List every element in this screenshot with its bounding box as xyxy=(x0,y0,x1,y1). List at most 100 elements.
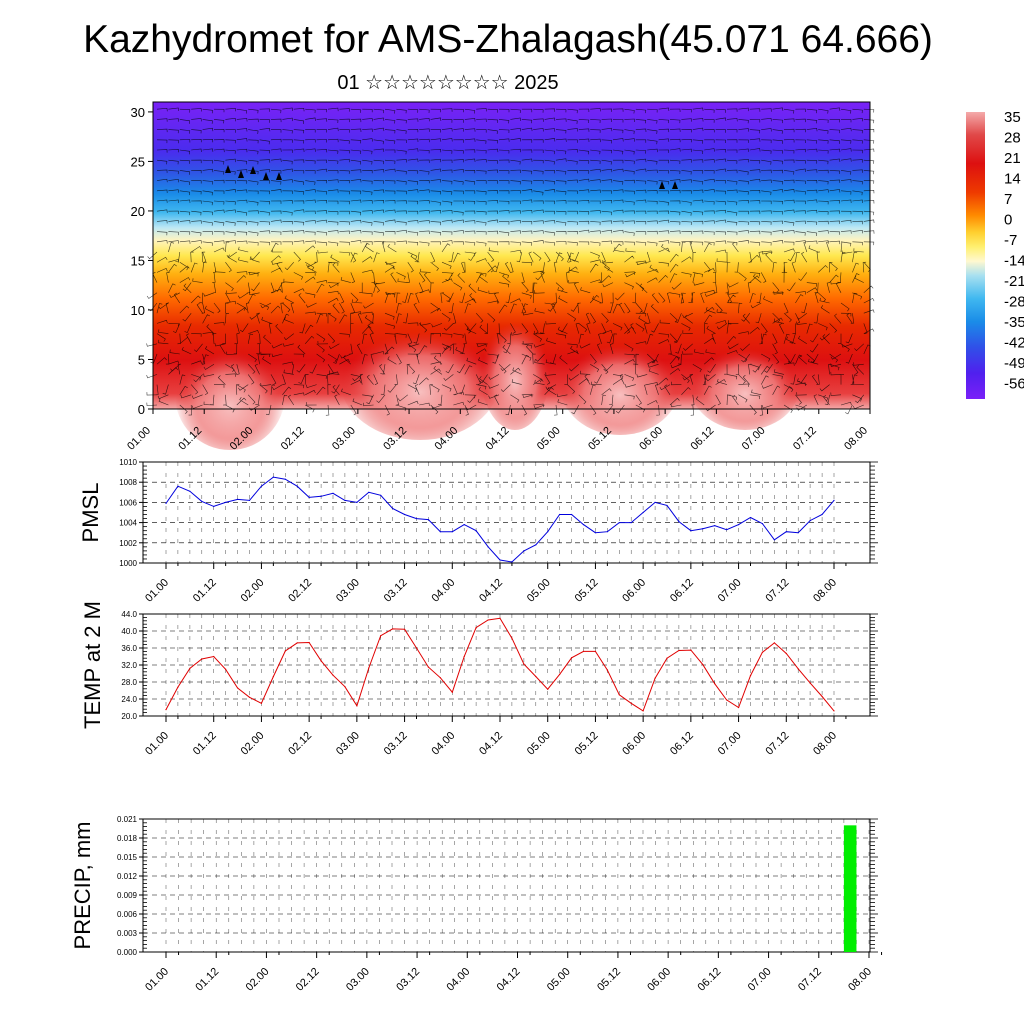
colorbar-label: 28 xyxy=(1004,130,1021,147)
heatmap-y-axis: 0 5 10 15 20 25 30 xyxy=(131,105,153,417)
x-tick-label: 07.12 xyxy=(796,966,824,994)
x-tick-label: 03.00 xyxy=(334,577,362,605)
x-tick-label: 02.12 xyxy=(286,730,314,758)
heatmap-y-tick-label: 25 xyxy=(131,154,145,169)
y-tick-label: 32.0 xyxy=(121,661,137,670)
series-point xyxy=(296,485,298,487)
series-point xyxy=(332,492,334,494)
x-tick-label: 01.12 xyxy=(191,577,219,605)
series-point xyxy=(499,617,501,619)
y-tick-label: 0.015 xyxy=(117,853,138,862)
series-point xyxy=(284,478,286,480)
series-point xyxy=(761,651,764,653)
x-tick-label: 06.12 xyxy=(668,730,696,758)
series-point xyxy=(702,663,704,666)
y-tick-label: 0.000 xyxy=(117,948,138,957)
x-tick-label: 05.00 xyxy=(525,730,553,758)
grid-horizontal xyxy=(143,837,870,934)
series-point xyxy=(582,524,585,526)
heatmap-y-tick-label: 20 xyxy=(131,204,145,219)
x-tick-label: 07.00 xyxy=(746,966,774,994)
series-point xyxy=(260,702,263,704)
precip-panel: 0.000 0.003 0.006 0.009 0.012 0.015 0.018 0.021… xyxy=(70,815,883,994)
wind-flag-marker xyxy=(250,166,256,174)
series-point xyxy=(225,501,227,503)
y-tick-label: 36.0 xyxy=(121,644,137,653)
grid-horizontal xyxy=(143,481,870,544)
y-tick-label: 20.0 xyxy=(121,712,137,721)
series-point xyxy=(272,476,274,478)
x-tick-label: 06.12 xyxy=(696,966,724,994)
panel-frame xyxy=(142,461,871,564)
heatmap-x-tick-label: 08.00 xyxy=(842,425,870,453)
chart-title: Kazhydromet for AMS-Zhalagash(45.071 64.… xyxy=(83,18,933,61)
series-point xyxy=(654,501,656,503)
series-point xyxy=(451,531,453,533)
series-point xyxy=(535,544,537,546)
series-point xyxy=(392,628,394,630)
series-point xyxy=(630,522,632,524)
heatmap-y-tick-label: 10 xyxy=(131,303,145,318)
x-tick-label: 02.12 xyxy=(286,577,314,605)
series-point xyxy=(690,649,692,651)
colorbar-label: 0 xyxy=(1004,212,1012,229)
x-tick-label: 05.12 xyxy=(573,577,601,605)
series-point xyxy=(201,500,203,502)
y-tick-label: 1004 xyxy=(119,519,137,528)
series-point xyxy=(439,531,441,533)
colorbar-label: 14 xyxy=(1004,171,1021,188)
series-point xyxy=(785,652,787,655)
series-point xyxy=(559,673,561,675)
grid-vertical xyxy=(165,819,870,952)
x-tick-label: 04.00 xyxy=(444,966,472,994)
x-tick-label: 01.00 xyxy=(143,730,171,758)
series-point xyxy=(248,499,251,501)
temp-2m-panel: 20.0 24.0 28.0 32.0 36.0 40.0 44.0 01.00 01.12 02… xyxy=(80,601,878,758)
series-point xyxy=(547,688,549,690)
series-point xyxy=(189,490,191,492)
y-tick-label: 1008 xyxy=(119,478,137,487)
series-point xyxy=(714,683,716,685)
series-point xyxy=(439,677,441,679)
series-point xyxy=(690,530,692,532)
x-tick-label: 04.00 xyxy=(429,577,457,605)
series-point xyxy=(236,687,239,689)
series-point xyxy=(487,619,489,621)
y-axis-label: TEMP at 2 M xyxy=(80,601,105,729)
series-point xyxy=(678,520,680,523)
series-point xyxy=(749,675,752,677)
wind-flag-marker xyxy=(238,170,244,178)
series-point xyxy=(165,502,167,505)
precip-bar xyxy=(843,825,857,952)
series-point xyxy=(630,702,632,704)
y-axis-label: PMSL xyxy=(78,483,103,543)
panel-frame xyxy=(142,818,871,953)
series-point xyxy=(737,706,740,709)
series-point xyxy=(392,507,394,510)
series-point xyxy=(463,524,465,526)
series-point xyxy=(714,525,716,527)
x-tick-label: 06.00 xyxy=(645,966,673,994)
colorbar-label: 21 xyxy=(1004,150,1021,167)
series-point xyxy=(773,539,775,541)
series-point xyxy=(618,694,620,696)
x-tick-label: 04.12 xyxy=(495,966,523,994)
series-point xyxy=(594,532,597,534)
series-point xyxy=(380,494,382,496)
colorbar-label: -28 xyxy=(1004,294,1024,311)
series-point xyxy=(332,674,334,676)
colorbar-label: -7 xyxy=(1004,232,1017,249)
series-point xyxy=(821,695,823,698)
series-point xyxy=(475,530,477,532)
series-point xyxy=(344,499,346,501)
x-tick-label: 06.00 xyxy=(620,577,648,605)
series-point xyxy=(415,647,418,649)
heatmap-y-tick-label: 30 xyxy=(131,105,145,120)
series-point xyxy=(248,696,251,698)
series-point xyxy=(821,513,823,516)
series-point xyxy=(189,667,191,670)
x-tick-label: 05.12 xyxy=(595,966,623,994)
x-tick-label: 01.12 xyxy=(191,730,219,758)
y-tick-label: 44.0 xyxy=(121,610,137,619)
series-point xyxy=(666,657,668,659)
